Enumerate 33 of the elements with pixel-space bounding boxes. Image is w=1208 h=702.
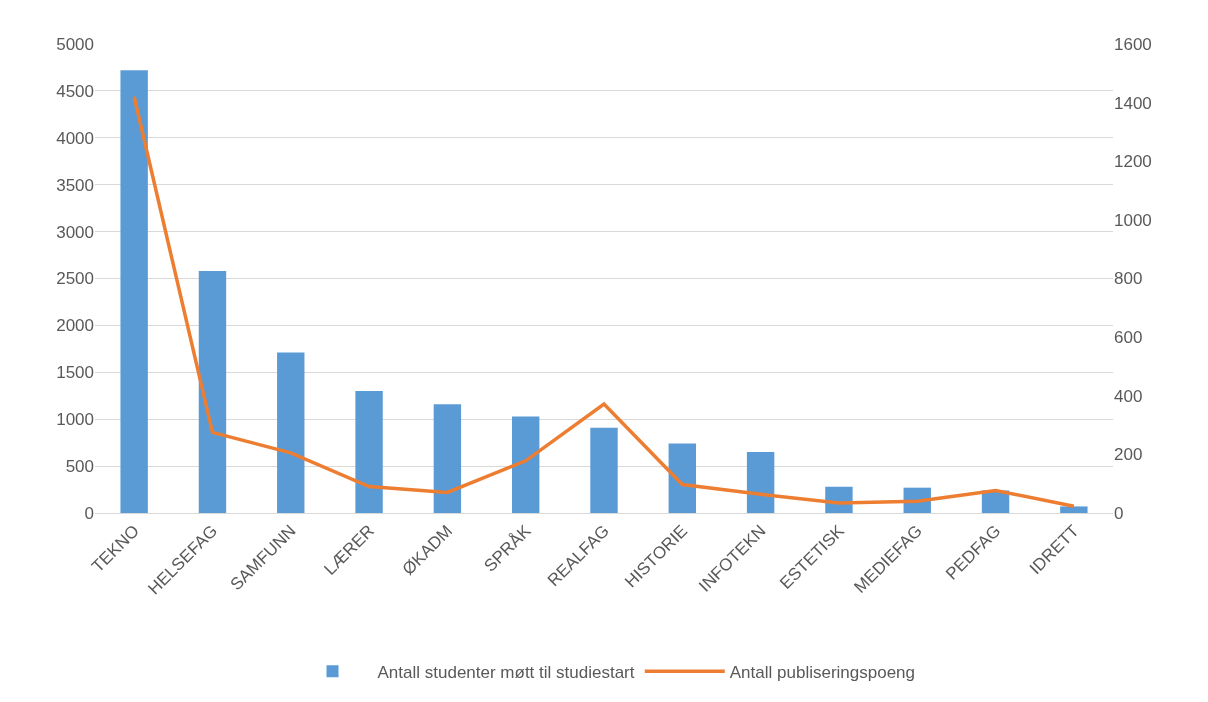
y-tick-label: 1500 [56, 363, 94, 383]
bar [277, 352, 305, 513]
y2-tick-label: 800 [1114, 269, 1143, 289]
bar [511, 416, 540, 513]
y-tick-label: 2000 [56, 316, 94, 336]
bar [198, 271, 227, 513]
bar [433, 404, 462, 513]
bar [668, 443, 697, 513]
y-tick-label: 4000 [56, 128, 94, 148]
y-tick-label: 4500 [56, 81, 94, 101]
bar [1060, 506, 1088, 513]
y2-tick-label: 1200 [1114, 152, 1152, 172]
y-tick-label: 0 [84, 503, 94, 523]
y2-tick-label: 0 [1114, 503, 1124, 523]
bar [590, 427, 618, 513]
y2-tick-label: 200 [1114, 445, 1143, 465]
legend-label: Antall publiseringspoeng [729, 662, 916, 682]
line-series [132, 95, 1076, 509]
y2-tick-label: 1600 [1114, 34, 1152, 54]
y-tick-label: 3000 [56, 222, 94, 242]
bar [120, 70, 148, 513]
y-tick-label: 5000 [56, 34, 94, 54]
bar [746, 452, 775, 513]
y-tick-label: 2500 [56, 269, 94, 289]
y-tick-label: 500 [65, 457, 94, 477]
y-tick-label: 3500 [56, 175, 94, 195]
y2-tick-label: 1400 [1114, 93, 1152, 113]
legend-label: Antall studenter møtt til studiestart [377, 662, 635, 682]
y-tick-label: 1000 [56, 410, 94, 430]
bar [355, 391, 383, 513]
y2-tick-label: 1000 [1114, 210, 1152, 230]
y2-tick-label: 600 [1114, 328, 1143, 348]
y2-tick-label: 400 [1114, 386, 1143, 406]
